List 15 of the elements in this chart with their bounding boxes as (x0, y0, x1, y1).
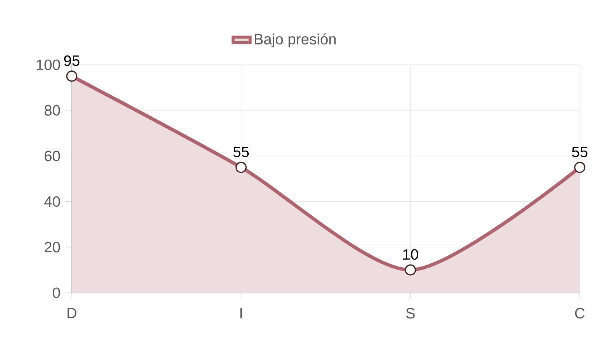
y-tick-label: 20 (44, 242, 60, 253)
x-tick-label: D (68, 308, 77, 318)
data-label: 95 (64, 56, 80, 66)
data-label: 10 (404, 249, 418, 260)
y-tick-label: 0 (53, 288, 60, 298)
x-tick-label: S (406, 308, 415, 319)
legend-label: Bajo presión (255, 34, 336, 48)
y-tick-label: 100 (37, 60, 60, 70)
data-label: 55 (234, 146, 250, 158)
y-tick-label: 80 (44, 105, 60, 116)
y-tick-label: 40 (44, 196, 60, 208)
x-tick-label: C (575, 308, 585, 319)
data-label: 55 (572, 146, 588, 158)
y-tick-label: 60 (44, 150, 60, 162)
x-tick-label: I (240, 308, 242, 318)
